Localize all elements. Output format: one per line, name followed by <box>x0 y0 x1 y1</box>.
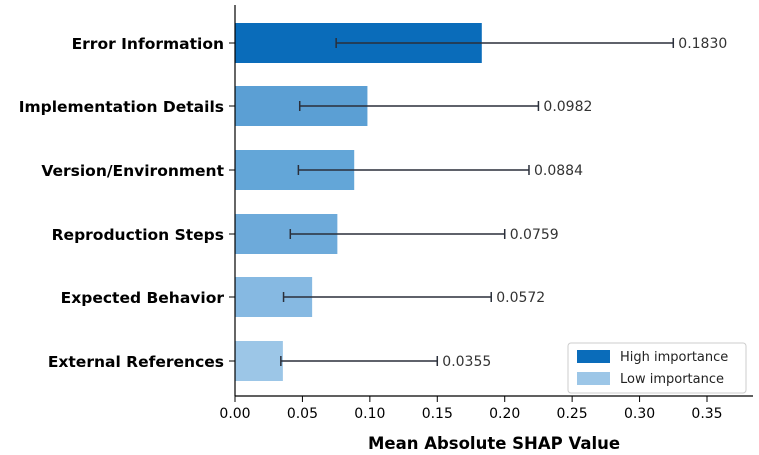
legend-frame <box>567 342 747 394</box>
error-bar-implementation-details <box>298 101 540 111</box>
x-tick-label: 0.05 <box>287 406 318 422</box>
error-bar-expected-behavior <box>282 292 492 302</box>
legend-label-low: Low importance <box>620 372 724 387</box>
x-tick-label: 0.30 <box>624 406 655 422</box>
category-label-implementation-details: Implementation Details <box>19 98 224 116</box>
category-label-error-information: Error Information <box>72 35 224 53</box>
x-tick-label: 0.10 <box>354 406 385 422</box>
legend-swatch-high <box>577 350 610 363</box>
legend-swatch-low <box>577 372 610 385</box>
category-label-version-environment: Version/Environment <box>41 162 224 180</box>
error-bar-reproduction-steps <box>289 229 506 239</box>
errorbars-layer <box>280 38 675 366</box>
value-labels-layer: 0.1830 0.0982 0.0884 0.0759 0.0572 0.0355 <box>442 36 727 370</box>
error-bar-external-references <box>280 356 439 366</box>
error-bar-error-information <box>335 38 675 48</box>
x-tick-label: 0.25 <box>557 406 588 422</box>
value-label-expected-behavior: 0.0572 <box>496 290 545 306</box>
x-tick-label: 0.35 <box>691 406 722 422</box>
axes-layer: 0.00 0.05 0.10 0.15 0.20 0.25 0.30 0.35 <box>219 5 753 422</box>
error-bar-version-environment <box>297 165 530 175</box>
value-label-implementation-details: 0.0982 <box>543 99 592 115</box>
value-label-error-information: 0.1830 <box>678 36 727 52</box>
x-axis-title: Mean Absolute SHAP Value <box>368 434 620 453</box>
x-tick-label: 0.00 <box>219 406 250 422</box>
bars-layer <box>235 23 482 381</box>
x-tick-label: 0.15 <box>422 406 453 422</box>
value-label-reproduction-steps: 0.0759 <box>510 227 559 243</box>
legend-label-high: High importance <box>620 350 728 365</box>
x-tick-label: 0.20 <box>489 406 520 422</box>
category-label-expected-behavior: Expected Behavior <box>61 289 225 307</box>
category-label-reproduction-steps: Reproduction Steps <box>52 226 224 244</box>
value-label-external-references: 0.0355 <box>442 354 491 370</box>
category-label-external-references: External References <box>48 353 224 371</box>
bar-external-references <box>235 341 283 381</box>
category-labels-layer: Error Information Implementation Details V… <box>19 35 225 371</box>
value-label-version-environment: 0.0884 <box>534 163 583 179</box>
legend: High importance Low importance <box>567 342 747 394</box>
